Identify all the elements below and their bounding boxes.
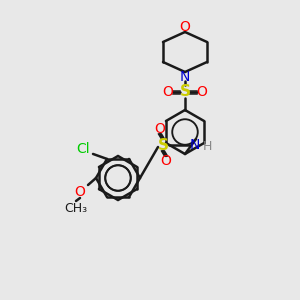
Text: N: N [180,70,190,84]
Text: H: H [202,140,212,152]
Text: Cl: Cl [76,142,90,156]
Text: O: O [154,122,165,136]
Text: O: O [196,85,207,99]
Text: O: O [180,20,190,34]
Text: S: S [158,137,169,152]
Text: N: N [190,138,200,152]
Text: O: O [75,185,86,199]
Text: O: O [160,154,171,168]
Text: S: S [179,85,191,100]
Text: O: O [163,85,173,99]
Text: CH₃: CH₃ [64,202,88,214]
